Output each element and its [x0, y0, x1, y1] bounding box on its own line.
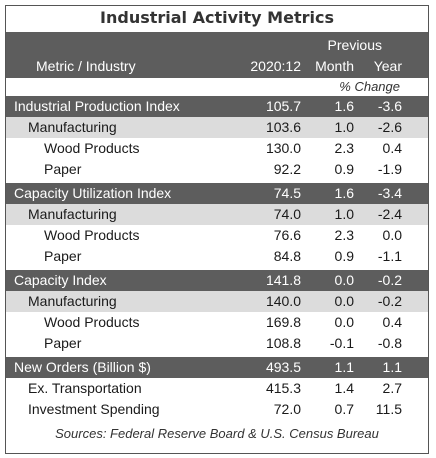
table-row: Manufacturing 140.0 0.0 -0.2 — [6, 291, 428, 312]
row-year-change: -0.2 — [377, 293, 402, 309]
row-label: Capacity Index — [14, 272, 107, 288]
row-value: 141.8 — [265, 272, 301, 288]
row-value: 74.5 — [273, 185, 301, 201]
percent-change-note: % Change — [339, 79, 400, 94]
row-label: Industrial Production Index — [14, 98, 180, 114]
row-year-change: -0.8 — [377, 335, 402, 351]
month-column-header: Month — [315, 58, 354, 74]
row-year-change: -2.6 — [377, 119, 402, 135]
year-column-header: Year — [373, 58, 402, 74]
row-month-change: 2.3 — [334, 140, 354, 156]
table-row: Investment Spending 72.0 0.7 11.5 — [6, 399, 428, 420]
row-year-change: 2.7 — [382, 380, 402, 396]
table-row: Manufacturing 74.0 1.0 -2.4 — [6, 204, 428, 225]
row-label: Manufacturing — [28, 119, 117, 135]
row-label: Wood Products — [44, 314, 140, 330]
row-label: Investment Spending — [28, 401, 160, 417]
table-row: Industrial Production Index 105.7 1.6 -3… — [6, 96, 428, 117]
row-value: 140.0 — [265, 293, 301, 309]
table-row: Wood Products 130.0 2.3 0.4 — [6, 138, 428, 159]
table-row: Manufacturing 103.6 1.0 -2.6 — [6, 117, 428, 138]
row-label: Paper — [44, 248, 82, 264]
table-row: Paper 84.8 0.9 -1.1 — [6, 246, 428, 267]
period-column-header: 2020:12 — [250, 58, 301, 74]
row-year-change: -2.4 — [377, 206, 402, 222]
row-year-change: 0.4 — [382, 140, 402, 156]
row-value: 130.0 — [265, 140, 301, 156]
row-year-change: 0.4 — [382, 314, 402, 330]
row-month-change: -0.1 — [329, 335, 354, 351]
row-year-change: -0.2 — [377, 272, 402, 288]
row-value: 105.7 — [265, 98, 301, 114]
table-header: Metric / Industry 2020:12 Previous Month… — [6, 32, 428, 78]
row-value: 72.0 — [273, 401, 301, 417]
row-label: Paper — [44, 161, 82, 177]
row-year-change: 1.1 — [382, 359, 402, 375]
row-year-change: -3.6 — [377, 98, 402, 114]
table-row: Paper 108.8 -0.1 -0.8 — [6, 333, 428, 354]
row-value: 92.2 — [273, 161, 301, 177]
row-month-change: 0.0 — [334, 314, 354, 330]
row-month-change: 0.0 — [334, 293, 354, 309]
row-label: New Orders (Billion $) — [14, 359, 151, 375]
row-year-change: 11.5 — [375, 401, 402, 417]
row-value: 493.5 — [265, 359, 301, 375]
table-row: Wood Products 169.8 0.0 0.4 — [6, 312, 428, 333]
row-month-change: 0.0 — [334, 272, 354, 288]
table-row: Wood Products 76.6 2.3 0.0 — [6, 225, 428, 246]
row-label: Ex. Transportation — [28, 380, 142, 396]
row-value: 103.6 — [265, 119, 301, 135]
row-month-change: 1.6 — [334, 185, 354, 201]
row-value: 108.8 — [265, 335, 301, 351]
row-label: Wood Products — [44, 140, 140, 156]
percent-change-note-row: % Change — [6, 78, 428, 96]
table-title: Industrial Activity Metrics — [100, 8, 334, 27]
row-month-change: 1.6 — [334, 98, 354, 114]
row-label: Wood Products — [44, 227, 140, 243]
row-label: Capacity Utilization Index — [14, 185, 172, 201]
table-row: New Orders (Billion $) 493.5 1.1 1.1 — [6, 357, 428, 378]
row-month-change: 1.0 — [334, 119, 354, 135]
row-value: 84.8 — [273, 248, 301, 264]
metrics-table-panel: Industrial Activity Metrics Metric / Ind… — [5, 5, 429, 454]
row-year-change: 0.0 — [382, 227, 402, 243]
row-label: Manufacturing — [28, 206, 117, 222]
row-value: 76.6 — [273, 227, 301, 243]
row-month-change: 2.3 — [334, 227, 354, 243]
row-month-change: 1.0 — [334, 206, 354, 222]
table-row: Ex. Transportation 415.3 1.4 2.7 — [6, 378, 428, 399]
row-year-change: -1.1 — [377, 248, 402, 264]
row-month-change: 0.7 — [334, 401, 354, 417]
table-row: Capacity Index 141.8 0.0 -0.2 — [6, 270, 428, 291]
row-month-change: 1.4 — [334, 380, 354, 396]
metric-column-header: Metric / Industry — [36, 58, 136, 74]
previous-header: Previous — [327, 37, 382, 53]
source-note: Sources: Federal Reserve Board & U.S. Ce… — [55, 426, 379, 441]
table-row: Paper 92.2 0.9 -1.9 — [6, 159, 428, 180]
table-row: Capacity Utilization Index 74.5 1.6 -3.4 — [6, 183, 428, 204]
row-month-change: 0.9 — [334, 248, 354, 264]
row-month-change: 0.9 — [334, 161, 354, 177]
row-label: Manufacturing — [28, 293, 117, 309]
row-year-change: -1.9 — [377, 161, 402, 177]
row-value: 169.8 — [265, 314, 301, 330]
row-label: Paper — [44, 335, 82, 351]
row-month-change: 1.1 — [334, 359, 354, 375]
row-year-change: -3.4 — [377, 185, 402, 201]
row-value: 74.0 — [273, 206, 301, 222]
row-value: 415.3 — [265, 380, 301, 396]
